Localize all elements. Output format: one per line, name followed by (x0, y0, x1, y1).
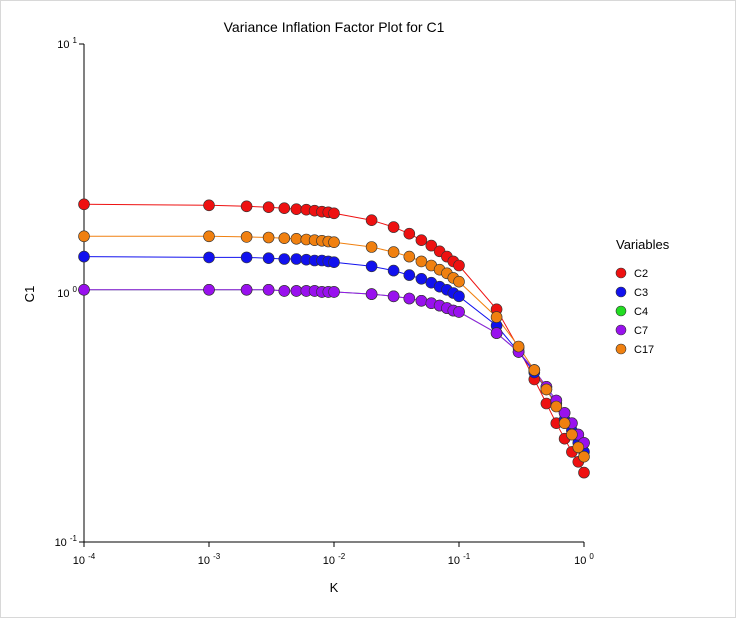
y-tick-label: 10 1 (57, 36, 77, 51)
data-point-c7 (240, 283, 253, 296)
y-tick-label: 10 0 (57, 285, 77, 300)
data-point-c3 (203, 251, 215, 264)
x-tick-label: 10 -4 (73, 552, 96, 567)
x-tick-label: 10 0 (574, 552, 594, 567)
data-point-c7 (278, 285, 291, 297)
data-point-c3 (403, 269, 416, 281)
data-point-c2 (415, 234, 428, 246)
data-point-c2 (578, 466, 590, 479)
data-point-c17 (528, 364, 541, 376)
data-point-c17 (558, 417, 571, 430)
data-point-c2 (387, 221, 400, 233)
legend-title: Variables (616, 237, 670, 252)
data-point-c2 (290, 203, 303, 215)
data-point-c7 (365, 288, 378, 300)
legend-label-c3: C3 (634, 287, 648, 299)
data-point-c2 (240, 200, 253, 213)
data-point-c3 (78, 250, 90, 263)
data-point-c17 (262, 231, 275, 244)
legend-marker-c4 (615, 305, 627, 317)
data-point-c3 (365, 260, 378, 273)
legend-marker-c17 (615, 343, 627, 355)
x-tick-label: 10 -2 (323, 552, 346, 567)
chart-title: Variance Inflation Factor Plot for C1 (224, 19, 445, 35)
data-point-c2 (365, 214, 378, 226)
data-point-c17 (365, 241, 378, 253)
data-point-c17 (278, 232, 291, 244)
x-tick-label: 10 -1 (448, 552, 471, 567)
data-point-c7 (490, 327, 503, 339)
data-point-c2 (262, 201, 275, 213)
data-point-c17 (512, 340, 525, 353)
data-point-c17 (203, 230, 215, 243)
data-point-c17 (566, 428, 578, 441)
legend: Variables C2 C3 C4 C7 C17 (615, 237, 670, 356)
data-point-c17 (240, 231, 253, 243)
series-line-c4 (84, 289, 585, 444)
data-point-c7 (403, 292, 416, 305)
legend-marker-c2 (615, 267, 627, 279)
data-point-c17 (78, 230, 90, 243)
data-point-c3 (387, 264, 400, 277)
data-point-c3 (453, 290, 465, 303)
data-point-c2 (453, 259, 465, 272)
legend-marker-c3 (615, 286, 627, 298)
legend-label-c4: C4 (634, 306, 648, 318)
data-point-c17 (387, 246, 400, 258)
data-point-c7 (78, 283, 90, 296)
data-point-c3 (328, 256, 340, 269)
legend-label-c2: C2 (634, 268, 648, 280)
series-line-c17 (84, 235, 585, 457)
data-point-c3 (240, 251, 253, 264)
legend-label-c17: C17 (634, 344, 654, 356)
data-point-c17 (572, 441, 585, 454)
data-point-c7 (415, 294, 428, 307)
data-point-c2 (203, 199, 215, 212)
data-point-c2 (540, 397, 553, 410)
data-point-c2 (425, 239, 438, 252)
data-point-c7 (453, 306, 465, 318)
y-tick-label: 10 -1 (55, 534, 78, 549)
data-point-c7 (203, 283, 215, 296)
data-point-c17 (550, 400, 563, 413)
data-point-c17 (328, 236, 340, 248)
data-point-c2 (328, 207, 340, 220)
data-point-c2 (278, 202, 291, 214)
series-line-c7 (84, 289, 585, 444)
data-point-c7 (262, 283, 275, 296)
data-point-c17 (578, 450, 590, 463)
data-point-c3 (278, 253, 291, 265)
data-point-c17 (453, 275, 465, 288)
x-axis-title: K (330, 580, 339, 595)
axes: 10 -4 10 -3 10 -2 10 -1 10 0 10 -1 10 0 10 1 (55, 36, 595, 567)
data-point-c2 (403, 227, 416, 240)
data-point-c2 (78, 198, 90, 211)
data-point-c17 (415, 255, 428, 268)
data-point-c7 (387, 290, 400, 303)
x-tick-label: 10 -3 (198, 552, 221, 567)
series-layer (78, 198, 590, 479)
data-point-c17 (540, 383, 553, 396)
legend-label-c7: C7 (634, 325, 648, 337)
data-point-c3 (262, 252, 275, 265)
data-point-c7 (290, 285, 303, 297)
data-point-c17 (290, 233, 303, 245)
data-point-c17 (403, 250, 416, 263)
series-line-c3 (83, 256, 585, 453)
y-axis-title: C1 (22, 286, 37, 303)
data-point-c7 (328, 286, 340, 298)
legend-marker-c7 (615, 324, 627, 336)
data-point-c3 (415, 272, 428, 285)
data-point-c17 (490, 311, 503, 323)
data-point-c3 (290, 253, 303, 265)
